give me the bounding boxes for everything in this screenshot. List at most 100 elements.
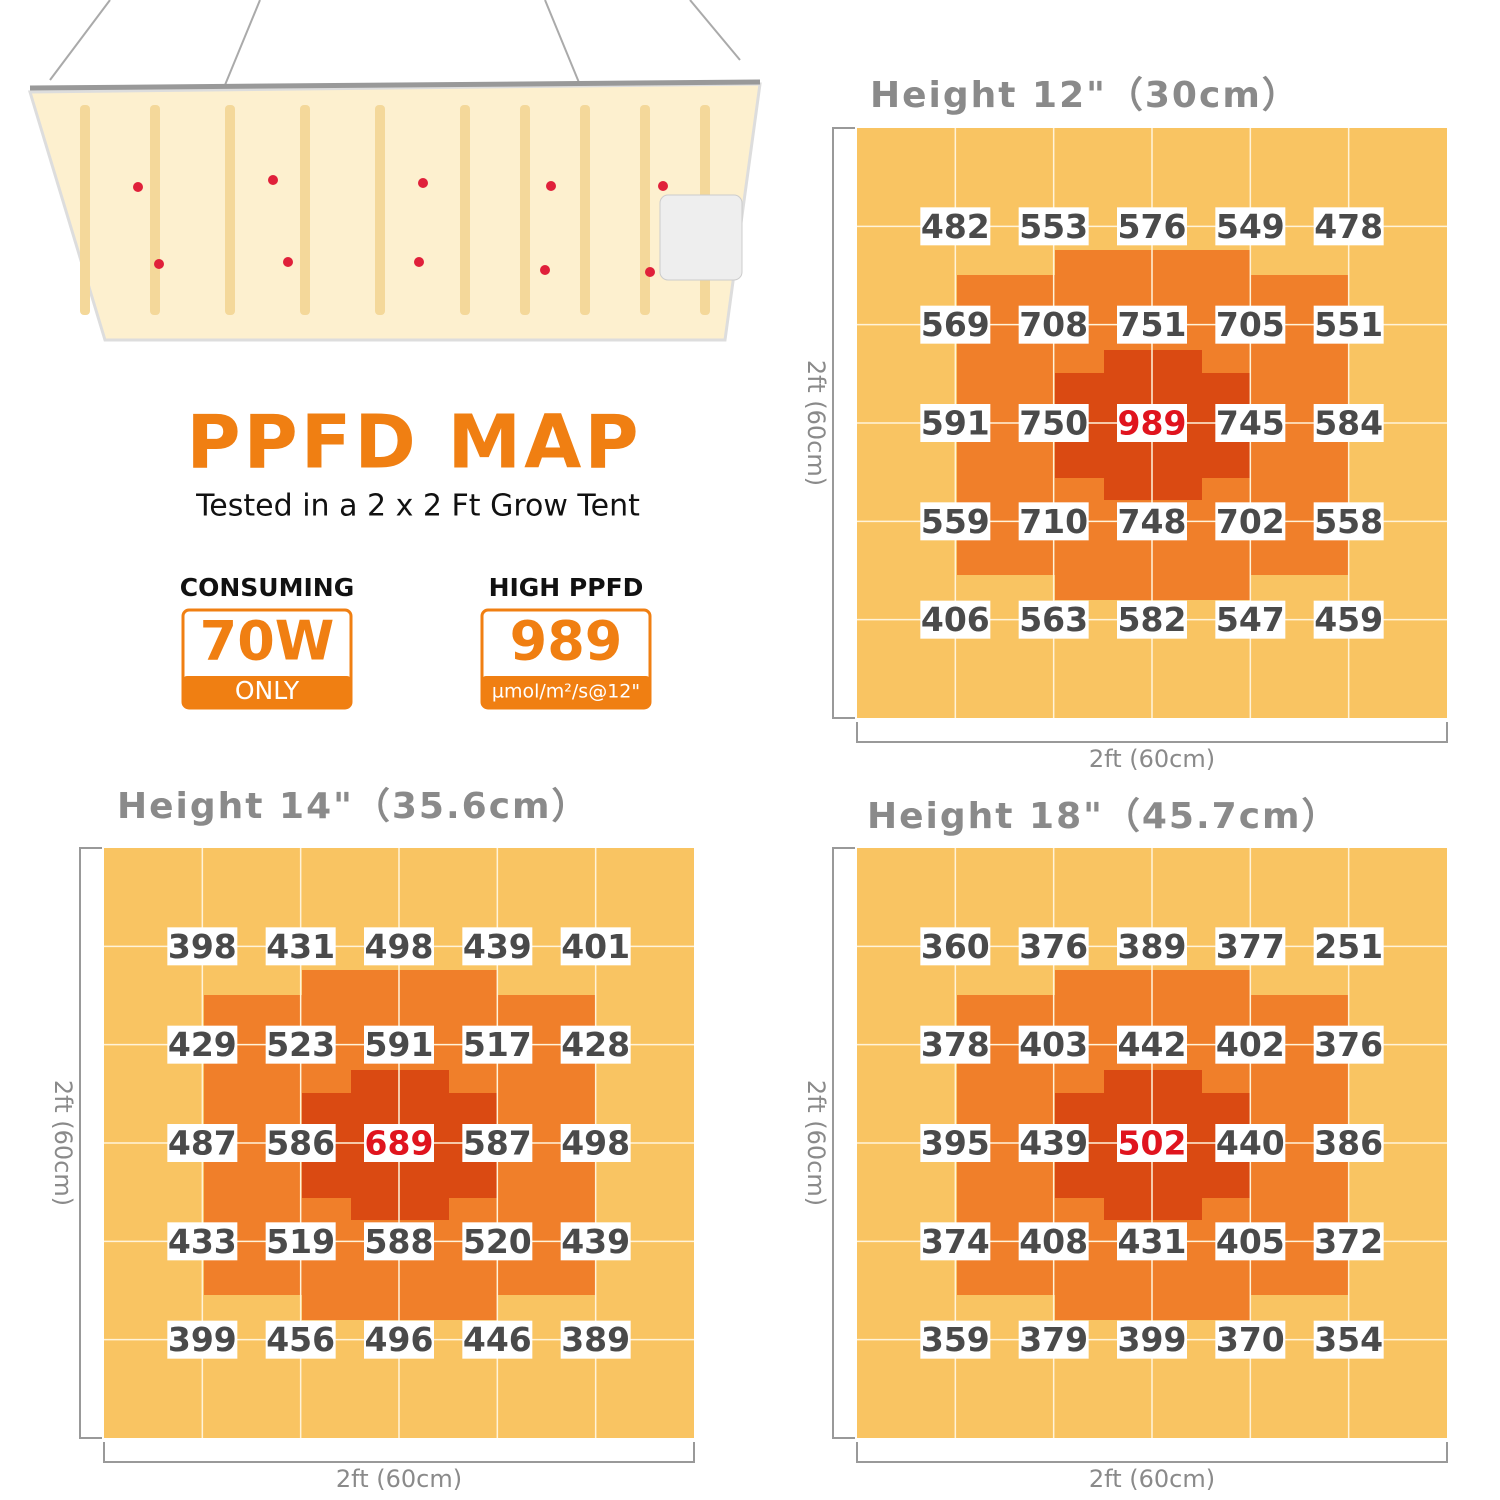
value-box [1018, 404, 1089, 442]
value-box [1215, 927, 1286, 966]
ppfd-value: 401 [561, 927, 630, 966]
value-box [1313, 927, 1384, 966]
value-box [1215, 502, 1286, 541]
ppfd-value: 354 [1314, 1320, 1383, 1359]
ppfd-value: 398 [168, 927, 237, 966]
height-label: 2ft (60cm) [49, 1080, 77, 1206]
ppfd-value: 519 [266, 1222, 335, 1261]
map-title: Height 12"（30cm） [870, 75, 1300, 116]
ppfd-value: 402 [1216, 1025, 1285, 1064]
ppfd-value: 689 [365, 1124, 434, 1163]
title: PPFD MAP [186, 400, 641, 486]
ppfd-value: 523 [266, 1025, 335, 1064]
value-box [920, 1222, 991, 1261]
height-label: 2ft (60cm) [802, 1080, 830, 1206]
value-box [265, 1025, 336, 1064]
ppfd-value: 374 [921, 1222, 990, 1261]
value-box [1018, 305, 1089, 344]
ppfd-value: 482 [921, 207, 990, 246]
ppfd-value: 710 [1019, 502, 1088, 541]
value-box [1215, 1320, 1286, 1359]
ppfd-value: 399 [1118, 1320, 1187, 1359]
badges: CONSUMING 70W ONLY HIGH PPFD 989 µmol/m²/s@12… [180, 573, 652, 710]
ppfd-value: 376 [1314, 1025, 1383, 1064]
ppfd-value: 428 [561, 1025, 630, 1064]
ppfd-value: 551 [1314, 305, 1383, 344]
value-box [1117, 1025, 1187, 1064]
value-box [920, 207, 991, 246]
ppfd-value: 989 [1118, 404, 1187, 443]
ppfd-value: 251 [1314, 927, 1383, 966]
value-box [920, 502, 991, 541]
value-box [1018, 1124, 1089, 1162]
ppfd-value: 439 [1019, 1124, 1088, 1163]
ppfd-value: 406 [921, 600, 990, 639]
value-box [265, 1222, 336, 1261]
ppfd-value: 439 [463, 927, 532, 966]
ppfd-value: 748 [1118, 502, 1187, 541]
badge-note: µmol/m²/s@12" [492, 681, 640, 703]
ppfd-value: 433 [168, 1222, 237, 1261]
value-box [1018, 927, 1089, 966]
value-box [1313, 404, 1384, 442]
value-box [920, 600, 991, 639]
map-title: Height 18"（45.7cm） [867, 796, 1340, 837]
ppfd-value: 569 [921, 305, 990, 344]
value-box [462, 927, 533, 966]
badge-value: 70W [200, 610, 335, 673]
value-box [1215, 305, 1286, 344]
value-box [462, 1025, 533, 1064]
ppfd-value: 498 [365, 927, 434, 966]
ppfd-value: 553 [1019, 207, 1088, 246]
ppfd-value: 584 [1314, 404, 1383, 443]
ppfd-value: 360 [921, 927, 990, 966]
value-box [364, 927, 434, 966]
grow-light [27, 0, 762, 342]
ppfd-value: 478 [1314, 207, 1383, 246]
value-box [462, 1320, 533, 1359]
value-box [560, 1320, 631, 1359]
value-box [1117, 502, 1187, 541]
value-box [1313, 1025, 1384, 1064]
value-box [1313, 1124, 1384, 1162]
value-box [364, 1025, 434, 1064]
ppfd-value: 498 [561, 1124, 630, 1163]
ppfd-value: 399 [168, 1320, 237, 1359]
ppfd-value: 389 [1118, 927, 1187, 966]
axis-bracket [856, 1442, 1448, 1463]
height-label: 2ft (60cm) [802, 360, 830, 486]
value-box [1215, 404, 1286, 442]
value-box [920, 1320, 991, 1359]
ppfd-value: 431 [266, 927, 335, 966]
value-box [1018, 207, 1089, 246]
value-box [1018, 1320, 1089, 1359]
ppfd-value: 751 [1118, 305, 1187, 344]
axis-bracket [79, 847, 102, 1439]
value-box [462, 1222, 533, 1261]
value-box [364, 1320, 434, 1359]
value-box [265, 1320, 336, 1359]
ppfd-value: 377 [1216, 927, 1285, 966]
value-box [167, 1320, 238, 1359]
ppfd-value: 582 [1118, 600, 1187, 639]
value-box [920, 305, 991, 344]
value-box [1117, 305, 1187, 344]
ppfd-value: 459 [1314, 600, 1383, 639]
ppfd-value: 442 [1118, 1025, 1187, 1064]
ppfd-value: 429 [168, 1025, 237, 1064]
ppfd-value: 708 [1019, 305, 1088, 344]
value-box [1018, 600, 1089, 639]
axis-bracket [832, 127, 855, 719]
ppfd-value: 591 [921, 404, 990, 443]
ppfd-value: 502 [1118, 1124, 1187, 1163]
width-label: 2ft (60cm) [1089, 745, 1215, 773]
value-box [1117, 207, 1187, 246]
ppfd-value: 517 [463, 1025, 532, 1064]
value-box [1313, 1222, 1384, 1261]
value-box [364, 1222, 434, 1261]
value-box [265, 1124, 336, 1162]
ppfd-value: 408 [1019, 1222, 1088, 1261]
value-box [1117, 600, 1187, 639]
ppfd-value: 745 [1216, 404, 1285, 443]
